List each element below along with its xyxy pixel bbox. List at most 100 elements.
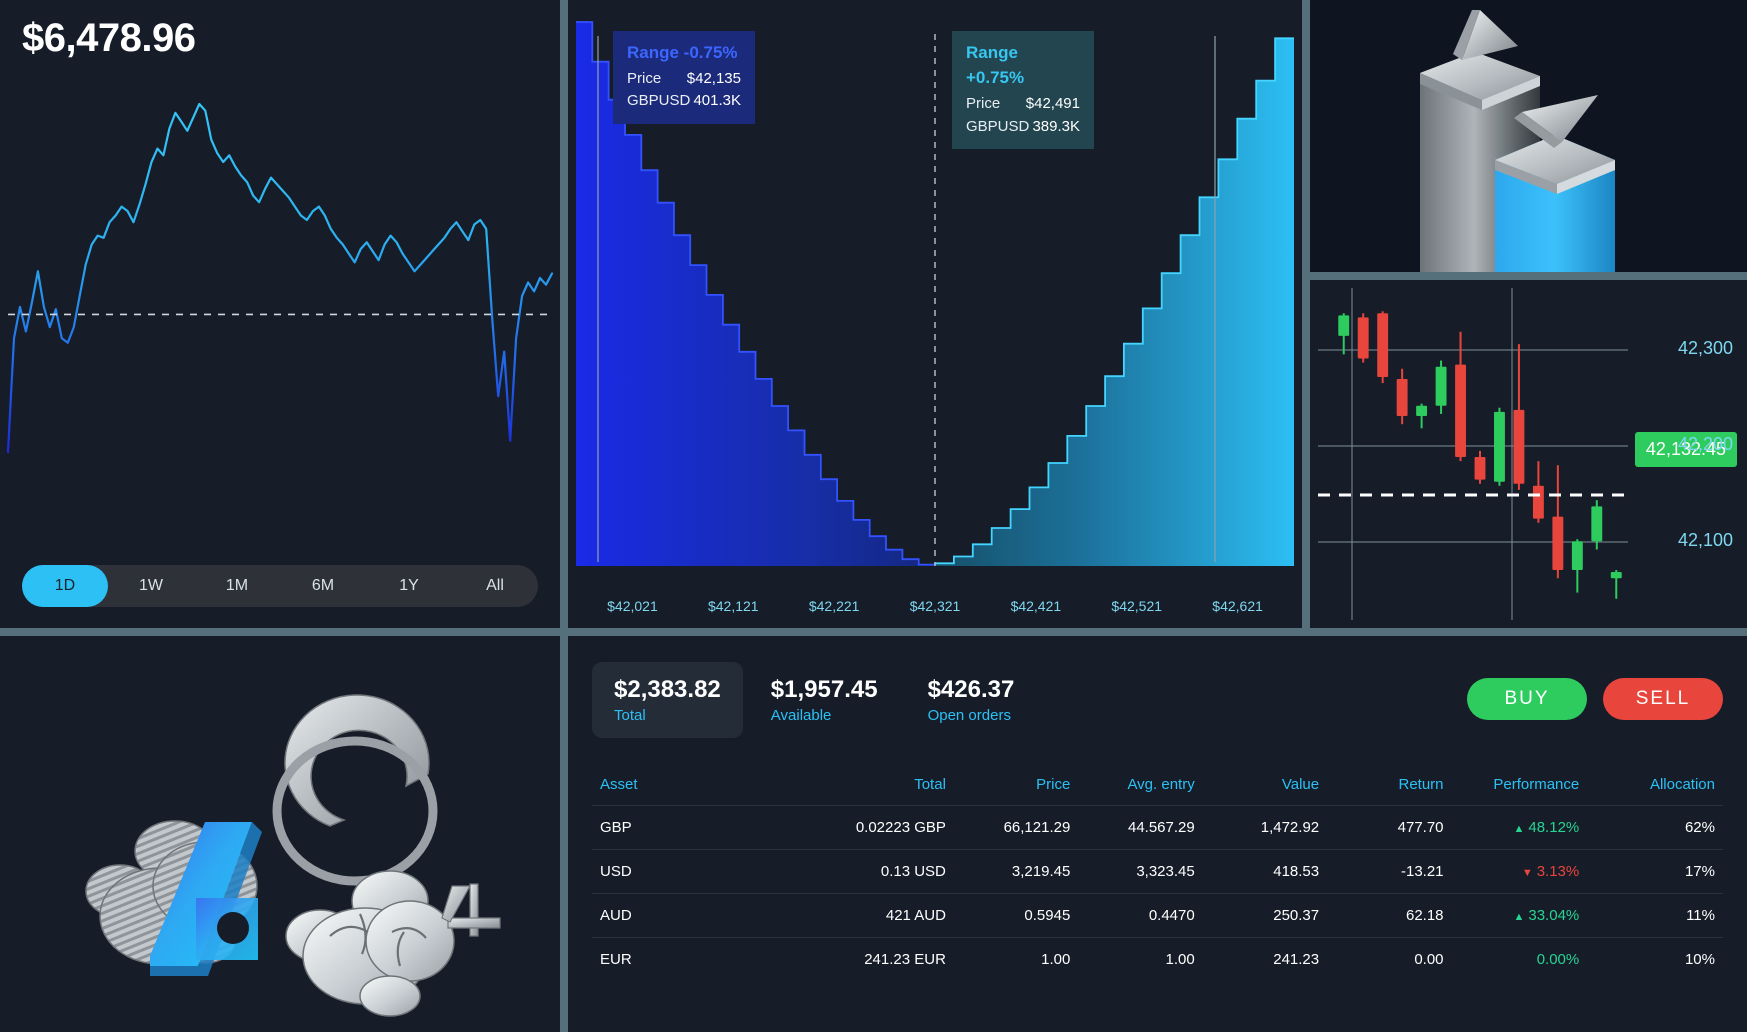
candle-body bbox=[1377, 313, 1389, 377]
ask-range-tooltip: Range +0.75% Price $42,491 GBPUSD 389.3K bbox=[952, 31, 1094, 149]
holdings-table: Asset Total Price Avg. entry Value Retur… bbox=[592, 764, 1723, 981]
numeral-four bbox=[441, 883, 501, 937]
table-row[interactable]: AUD 421 AUD 0.5945 0.4470 250.37 62.18 ▲ 33.04%… bbox=[592, 893, 1723, 938]
portfolio-summary: $2,383.82 Total $1,957.45 Available $426… bbox=[592, 662, 1042, 738]
stat-total: $2,383.82 Total bbox=[592, 662, 743, 738]
candle-body bbox=[1494, 411, 1505, 482]
depth-x-axis: $42,021 $42,121 $42,221 $42,321 $42,421 … bbox=[568, 598, 1302, 614]
col-price[interactable]: Price bbox=[1036, 776, 1071, 793]
stat-open-orders-label: Open orders bbox=[927, 706, 1011, 724]
price-sparkline-chart bbox=[0, 90, 560, 470]
right-blob bbox=[285, 870, 455, 1017]
candle-body bbox=[1474, 457, 1486, 480]
col-return[interactable]: Return bbox=[1398, 776, 1444, 793]
cell-allocation: 11% bbox=[1587, 893, 1723, 938]
cell-value: 241.23 bbox=[1202, 937, 1328, 981]
candle-body bbox=[1338, 315, 1350, 336]
portfolio-panel: $2,383.82 Total $1,957.45 Available $426… bbox=[568, 636, 1747, 1032]
bid-range-tooltip: Range -0.75% Price $42,135 GBPUSD 401.3K bbox=[613, 31, 755, 124]
cell-avg-entry: 44.567.29 bbox=[1078, 805, 1203, 850]
stat-available-amount: $1,957.45 bbox=[770, 676, 878, 703]
cell-return: -13.21 bbox=[1327, 849, 1452, 894]
depth-tick-4: $42,421 bbox=[1010, 598, 1062, 614]
cell-allocation: 10% bbox=[1587, 937, 1723, 981]
candle-tick-42100: 42,100 bbox=[1677, 530, 1733, 550]
ask-pair-value: 389.3K bbox=[1032, 117, 1080, 135]
table-row[interactable]: GBP 0.02223 GBP 66,121.29 44.567.29 1,472.92… bbox=[592, 805, 1723, 850]
col-total[interactable]: Total bbox=[914, 776, 946, 793]
candle-body bbox=[1513, 409, 1525, 484]
depth-chart bbox=[576, 21, 1294, 567]
cell-asset: GBP bbox=[592, 805, 785, 850]
depth-tick-5: $42,521 bbox=[1111, 598, 1163, 614]
candle-body bbox=[1416, 405, 1428, 416]
candle-body bbox=[1532, 485, 1544, 519]
c-ring bbox=[272, 694, 438, 886]
time-range-selector[interactable]: 1D 1W 1M 6M 1Y All bbox=[22, 565, 538, 607]
cell-return: 62.18 bbox=[1327, 893, 1452, 938]
candle-tick-42300: 42,300 bbox=[1677, 338, 1733, 358]
cell-price: 1.00 bbox=[953, 937, 1079, 981]
cell-performance: 0.00% bbox=[1451, 937, 1588, 981]
col-performance[interactable]: Performance bbox=[1493, 776, 1580, 793]
depth-tick-0: $42,021 bbox=[607, 598, 658, 614]
cell-performance: ▼ 3.13% bbox=[1451, 849, 1588, 894]
sell-button[interactable]: SELL bbox=[1603, 678, 1723, 720]
cell-performance: ▲ 48.12% bbox=[1451, 805, 1588, 850]
depth-tick-3: $42,321 bbox=[909, 598, 961, 614]
cell-performance: ▲ 33.04% bbox=[1451, 893, 1588, 938]
bid-pair-value: 401.3K bbox=[693, 92, 741, 110]
range-button-1m[interactable]: 1M bbox=[225, 577, 249, 594]
cell-total: 421 AUD bbox=[784, 893, 954, 938]
candle-body bbox=[1396, 379, 1408, 416]
ask-range-title: Range +0.75% bbox=[966, 43, 1025, 88]
col-avg-entry[interactable]: Avg. entry bbox=[1127, 776, 1195, 793]
bid-price-value: $42,135 bbox=[686, 70, 741, 88]
order-book-depth-panel: Range -0.75% Price $42,135 GBPUSD 401.3K… bbox=[568, 0, 1302, 628]
range-button-1d[interactable]: 1D bbox=[22, 565, 108, 607]
depth-tick-6: $42,621 bbox=[1212, 598, 1263, 614]
table-row[interactable]: USD 0.13 USD 3,219.45 3,323.45 418.53 -13.21 ▼… bbox=[592, 849, 1723, 894]
candle-body bbox=[1455, 364, 1466, 458]
candle-body bbox=[1357, 317, 1369, 359]
cell-allocation: 17% bbox=[1587, 849, 1723, 894]
range-button-1y[interactable]: 1Y bbox=[399, 577, 419, 594]
table-header-row: Asset Total Price Avg. entry Value Retur… bbox=[592, 764, 1723, 806]
candle-body bbox=[1571, 541, 1583, 570]
trend-up-icon: ▲ bbox=[1513, 823, 1525, 835]
candlestick-chart-panel: 42,132.45 42,300 42,200 42,100 bbox=[1310, 280, 1747, 628]
range-button-1w[interactable]: 1W bbox=[139, 577, 163, 594]
3d-boxes-illustration bbox=[1310, 0, 1747, 272]
order-actions: BUY SELL bbox=[1467, 678, 1723, 720]
trend-up-icon: ▲ bbox=[1513, 911, 1525, 923]
candle-body bbox=[1552, 516, 1564, 570]
col-asset[interactable]: Asset bbox=[600, 776, 638, 793]
table-row[interactable]: EUR 241.23 EUR 1.00 1.00 241.23 0.00 0.00% 10% bbox=[592, 937, 1723, 981]
cell-asset: USD bbox=[592, 849, 785, 894]
cell-total: 0.13 USD bbox=[784, 849, 954, 894]
cell-avg-entry: 3,323.45 bbox=[1078, 849, 1203, 894]
buy-button[interactable]: BUY bbox=[1467, 678, 1587, 720]
cell-avg-entry: 1.00 bbox=[1078, 937, 1203, 981]
page-title: $6,478.96 bbox=[22, 16, 196, 60]
stat-total-label: Total bbox=[614, 706, 646, 724]
range-button-6m[interactable]: 6M bbox=[311, 577, 335, 594]
col-value[interactable]: Value bbox=[1281, 776, 1320, 793]
current-price-badge: 42,132.45 bbox=[1634, 432, 1737, 467]
range-button-all[interactable]: All bbox=[486, 577, 504, 594]
cell-price: 0.5945 bbox=[953, 893, 1079, 938]
bid-price-label: Price bbox=[627, 70, 662, 88]
price-overview-panel: $6,478.96 1D 1W 1M 6M 1Y bbox=[0, 0, 560, 628]
candle-body bbox=[1610, 572, 1622, 579]
cell-value: 250.37 bbox=[1202, 893, 1328, 938]
stat-total-amount: $2,383.82 bbox=[614, 676, 721, 703]
col-allocation[interactable]: Allocation bbox=[1649, 776, 1715, 793]
stat-open-orders: $426.37 Open orders bbox=[906, 662, 1037, 738]
3d-abstract-illustration bbox=[0, 636, 560, 1032]
stat-open-orders-amount: $426.37 bbox=[927, 676, 1015, 703]
cell-asset: AUD bbox=[592, 893, 785, 938]
candle-body bbox=[1435, 366, 1447, 406]
cell-total: 241.23 EUR bbox=[784, 937, 954, 981]
cell-price: 3,219.45 bbox=[953, 849, 1079, 894]
